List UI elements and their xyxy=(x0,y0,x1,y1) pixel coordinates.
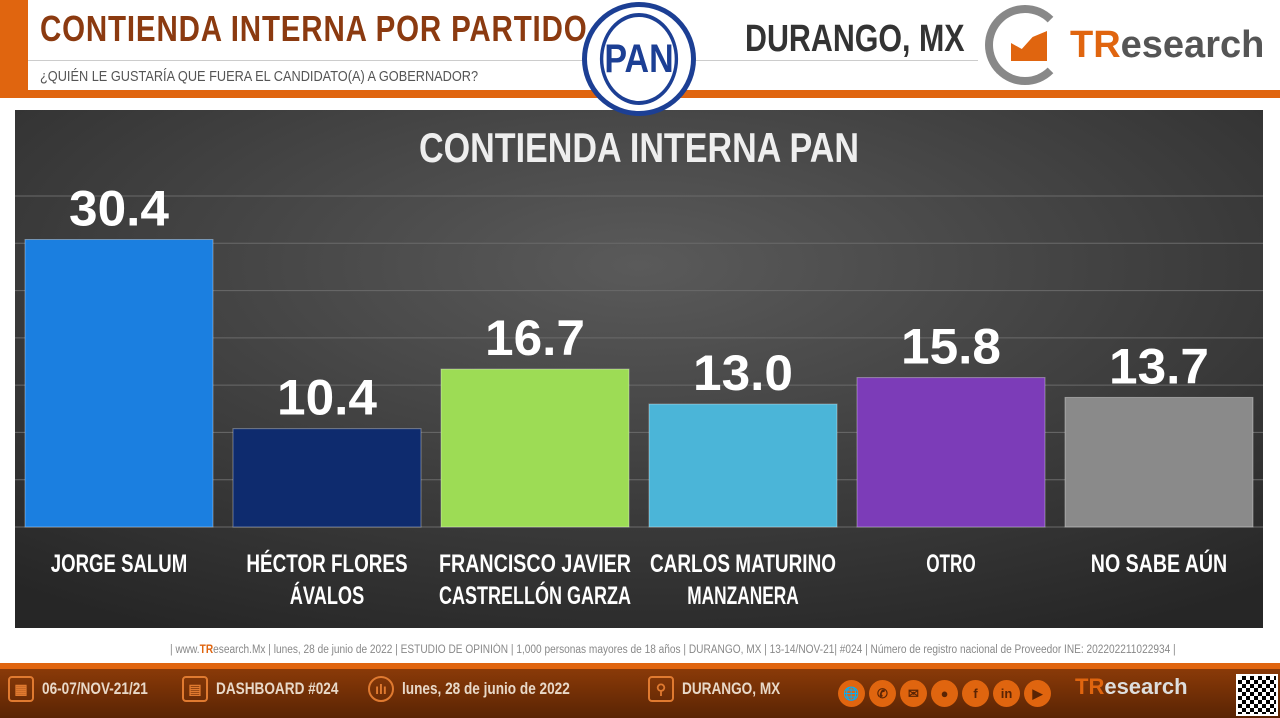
accent-bar xyxy=(0,0,28,98)
source-site-rest: esearch.Mx xyxy=(213,644,266,656)
category-label: JORGE SALUM xyxy=(51,550,187,578)
category-label: CARLOS MATURINO xyxy=(650,550,836,578)
bar xyxy=(24,239,214,528)
report-icon: ▤ xyxy=(182,676,208,702)
footer-place-text: DURANGO, MX xyxy=(682,679,781,698)
footer-dates-text: 06-07/NOV-21/21 xyxy=(42,679,148,698)
footer-logo-prefix: TR xyxy=(1075,674,1105,699)
linkedin-icon[interactable]: in xyxy=(993,680,1020,707)
bar xyxy=(856,377,1046,528)
logo-suffix: esearch xyxy=(1120,23,1265,66)
logo-prefix: TR xyxy=(1070,23,1121,66)
source-text: | lunes, 28 de junio de 2022 | ESTUDIO D… xyxy=(265,644,1176,656)
question-text: ¿QUIÉN LE GUSTARÍA QUE FUERA EL CANDIDAT… xyxy=(40,68,479,85)
footer-logo-suffix: esearch xyxy=(1104,674,1188,699)
footer-logo: TResearch xyxy=(1075,674,1188,700)
pan-logo: PAN xyxy=(582,2,696,116)
tresearch-logo: TResearch xyxy=(985,5,1264,85)
footer-date-text: lunes, 28 de junio de 2022 xyxy=(402,679,570,698)
email-icon[interactable]: ✉ xyxy=(900,680,927,707)
divider xyxy=(28,60,978,61)
value-label: 13.7 xyxy=(1109,338,1209,394)
pan-logo-text: PAN xyxy=(599,13,679,105)
footer-dashboard-text: DASHBOARD #024 xyxy=(216,679,339,698)
value-label: 16.7 xyxy=(485,310,585,366)
chart-title: CONTIENDA INTERNA PAN xyxy=(419,124,859,171)
youtube-icon[interactable]: ▶ xyxy=(1024,680,1051,707)
chat-chart-icon: ılı xyxy=(368,676,394,702)
footer-dates: ▦ 06-07/NOV-21/21 xyxy=(8,676,174,702)
category-label: OTRO xyxy=(926,550,976,578)
category-label: FRANCISCO JAVIER xyxy=(439,550,631,578)
bar-chart: CONTIENDA INTERNA PAN 30.4 JORGE SALUM 10.… xyxy=(15,110,1263,628)
facebook-icon[interactable]: f xyxy=(962,680,989,707)
bar xyxy=(440,368,630,528)
source-note: | www.TResearch.Mx | lunes, 28 de junio … xyxy=(170,644,1176,656)
value-label: 13.0 xyxy=(693,345,793,401)
category-label: NO SABE AÚN xyxy=(1091,548,1227,578)
footer-place: ⚲ DURANGO, MX xyxy=(648,676,805,702)
social-links: 🌐 ✆ ✉ ● f in ▶ xyxy=(838,680,1051,707)
category-label: HÉCTOR FLORES xyxy=(246,549,407,578)
qr-code xyxy=(1236,674,1278,716)
value-label: 15.8 xyxy=(901,319,1001,375)
footer-bar xyxy=(0,663,1280,718)
footer-date: ılı lunes, 28 de junio de 2022 xyxy=(368,676,612,702)
place-title: DURANGO, MX xyxy=(745,18,965,60)
bar xyxy=(648,403,838,528)
twitter-icon[interactable]: ● xyxy=(931,680,958,707)
source-site: | www. xyxy=(170,644,200,656)
page-title: CONTIENDA INTERNA POR PARTIDO xyxy=(40,8,588,49)
value-label: 30.4 xyxy=(69,181,169,237)
bar xyxy=(232,428,422,528)
map-pin-icon: ⚲ xyxy=(648,676,674,702)
source-brand: TR xyxy=(199,644,214,656)
category-label: CASTRELLÓN GARZA xyxy=(439,580,631,610)
footer-dashboard: ▤ DASHBOARD #024 xyxy=(182,676,369,702)
whatsapp-icon[interactable]: ✆ xyxy=(869,680,896,707)
value-label: 10.4 xyxy=(277,370,377,426)
calendar-icon: ▦ xyxy=(8,676,34,702)
web-icon[interactable]: 🌐 xyxy=(838,680,865,707)
bar xyxy=(1064,396,1254,528)
category-label: MANZANERA xyxy=(687,582,799,610)
category-label: ÁVALOS xyxy=(290,581,364,610)
logo-chart-icon xyxy=(985,5,1065,85)
